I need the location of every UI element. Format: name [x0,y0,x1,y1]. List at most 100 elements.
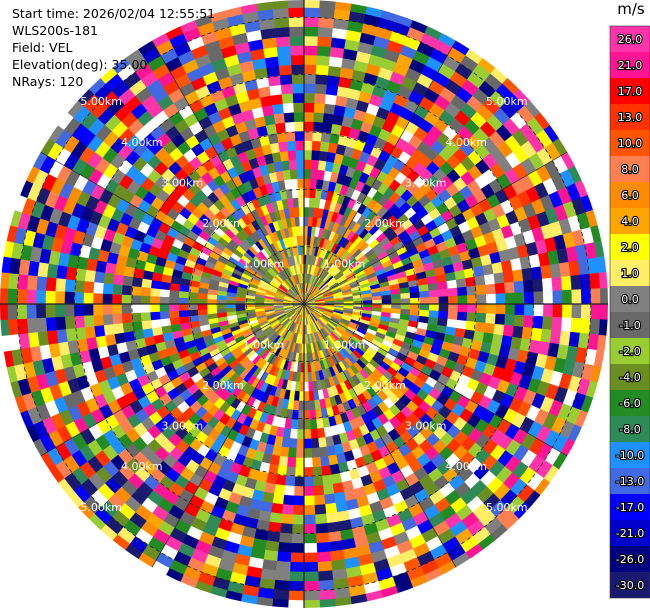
velocity-gate [381,299,392,305]
velocity-gate [168,303,179,312]
velocity-gate [454,269,466,281]
velocity-gate [287,149,297,161]
velocity-gate [287,0,305,9]
velocity-gate [102,282,114,295]
velocity-gate [328,56,344,68]
velocity-gate [45,316,57,332]
velocity-gate [280,83,294,95]
velocity-gate [281,504,294,515]
velocity-gate [309,419,318,430]
velocity-gate [273,17,290,29]
velocity-gate [322,112,335,124]
velocity-gate [26,274,38,291]
velocity-gate [287,599,305,608]
velocity-gate [281,93,294,104]
velocity-gate [288,438,298,449]
velocity-gate [328,540,344,552]
velocity-gate [73,303,85,317]
velocity-gate [225,307,237,313]
velocity-gate [495,293,506,305]
velocity-gate [552,303,563,318]
elevation-label: Elevation(deg): 35.00 [12,57,148,72]
velocity-gate [308,390,315,402]
range-ring-label: 3.00km [405,176,447,189]
velocity-gate [289,561,305,573]
velocity-gate [0,335,2,354]
range-ring-label: 3.00km [162,176,204,189]
velocity-gate [271,0,289,10]
velocity-gate [438,310,449,320]
velocity-gate [484,322,496,335]
velocity-gate [314,83,328,95]
velocity-gate [475,284,487,296]
velocity-gate [419,290,430,299]
velocity-gate [292,83,305,94]
velocity-gate [512,269,524,283]
velocity-gate [318,589,336,601]
velocity-gate [290,419,299,430]
velocity-gate [303,64,317,75]
velocity-gate [298,197,305,208]
velocity-gate [297,419,305,430]
velocity-gate [121,284,133,296]
velocity-gate [303,45,318,56]
velocity-gate [311,149,321,161]
velocity-gate [279,523,293,534]
velocity-gate [303,83,316,94]
velocity-gate [317,570,334,582]
velocity-gate [549,329,562,345]
velocity-gate [476,303,487,314]
velocity-gate [281,160,291,171]
velocity-gate [93,281,104,294]
velocity-gate [64,303,75,317]
velocity-gate [74,315,85,329]
velocity-gate [290,552,305,563]
velocity-gate [303,533,317,544]
velocity-gate [56,328,68,344]
velocity-gate [275,122,287,134]
velocity-gate [290,54,305,66]
velocity-gate [514,292,525,305]
velocity-gate [26,303,37,319]
velocity-gate [159,310,170,320]
velocity-gate [296,159,305,170]
velocity-gate [7,288,18,305]
range-ring-label: 5.00km [486,501,528,514]
velocity-gate [0,222,9,241]
velocity-gate [579,318,591,335]
velocity-gate [303,159,312,170]
velocity-gate [295,149,305,160]
velocity-gate [327,530,342,543]
velocity-gate [286,140,297,152]
velocity-gate [269,512,283,524]
velocity-gate [303,552,318,563]
velocity-gate [112,322,124,335]
velocity-gate [318,17,335,29]
velocity-gate [26,289,37,305]
velocity-gate [316,427,326,439]
start-time: Start time: 2026/02/04 12:55:51 [12,6,216,21]
velocity-gate [0,382,14,402]
velocity-gate [269,84,283,96]
velocity-gate [303,419,311,430]
velocity-gate [273,579,290,591]
velocity-gate [65,266,78,281]
colorbar-tick-label: 21.0 [618,59,643,72]
velocity-gate [289,571,305,582]
velocity-gate [560,275,572,291]
colorbar: 26.0 21.0 17.0 13.0 10.0 8.0 6.0 4.0 2.0 1.0 0.0 -1… [609,25,650,599]
velocity-gate [455,278,467,289]
velocity-gate [303,391,310,402]
colorbar-tick-label: 26.0 [618,33,643,46]
colorbar-tick-label: 10.0 [618,137,643,150]
velocity-gate [310,168,319,180]
velocity-gate [367,0,386,9]
velocity-gate [271,598,289,608]
velocity-gate [427,282,439,292]
velocity-gate [178,297,189,305]
velocity-gate [429,296,440,305]
velocity-gate [279,150,290,162]
velocity-gate [0,367,9,386]
velocity-gate [485,313,496,325]
velocity-gate [273,484,286,496]
